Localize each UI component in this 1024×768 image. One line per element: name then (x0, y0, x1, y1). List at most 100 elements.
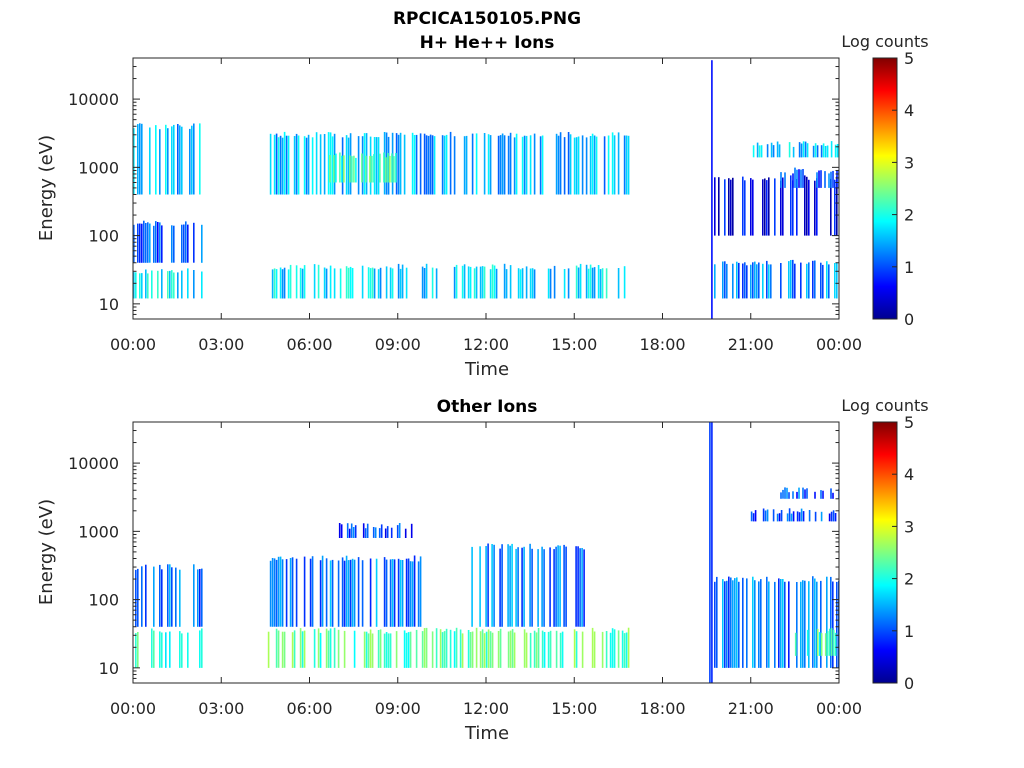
x-axis: 00:00 03:00 06:00 09:00 12:00 15:00 18:00 21:00… (110, 58, 862, 354)
spectrogram-cell (585, 264, 588, 299)
spectrogram-cell (333, 268, 336, 299)
spectrogram-cell (135, 272, 137, 299)
spectrogram-cell (399, 132, 402, 195)
spectrogram-cell (315, 132, 318, 195)
y-axis-label: Energy (eV) (36, 135, 57, 241)
colorbar: Log counts 0 1 2 3 4 5 (841, 396, 928, 693)
spectrogram-cell (828, 513, 831, 522)
spectrogram-cell (459, 629, 462, 668)
spectrogram-cell (555, 630, 558, 668)
spectrogram-cell (351, 558, 354, 627)
spectrogram-cell (764, 178, 766, 236)
spectrogram-cell (341, 557, 344, 627)
spectrogram-cell (423, 133, 426, 195)
spectrogram-cell (141, 223, 143, 263)
spectrogram-cell (814, 260, 816, 299)
spectrogram-cell (521, 547, 523, 627)
spectrogram-cell (627, 627, 630, 668)
spectrogram-cell (384, 528, 387, 538)
spectrogram-cell (603, 136, 606, 195)
spectrogram-cell (297, 135, 300, 195)
spectrogram-cell (303, 136, 306, 195)
spectrogram-cell (471, 631, 474, 668)
spectrogram-cell (772, 509, 775, 522)
spectrogram-cell (327, 132, 330, 195)
x-tick-label: 21:00 (728, 699, 774, 718)
spectrogram-cell (541, 630, 544, 668)
spectrogram-cell (589, 264, 592, 299)
spectrogram-cell (756, 142, 759, 158)
spectrogram-cell (804, 489, 806, 499)
spectrogram-cell (609, 632, 612, 668)
spectrogram-cell (396, 525, 399, 538)
x-tick-label: 03:00 (198, 699, 244, 718)
spectrogram-cell (331, 136, 334, 195)
spectrogram-cell (289, 558, 292, 627)
spectrogram-cell (491, 632, 494, 668)
spectrogram-cell (171, 567, 173, 627)
spectrogram-cell (812, 145, 815, 158)
spectrogram-cell (726, 580, 728, 668)
spectrogram-cell (778, 144, 781, 158)
spectrogram-cell (173, 225, 175, 263)
spectrogram-cell (802, 511, 805, 522)
spectrogram-cell (363, 133, 366, 195)
spectrogram-cell (319, 134, 322, 195)
spectrogram-cell (161, 569, 163, 627)
spectrogram-cell (404, 528, 407, 538)
spectrogram-cell (772, 145, 775, 158)
spectrogram-cell (711, 422, 713, 683)
spectrogram-cell (798, 512, 801, 522)
spectrogram-cell (583, 549, 585, 627)
spectrogram-cell (348, 528, 351, 538)
spectrogram-cell (599, 269, 602, 299)
spectrogram-cell (395, 153, 397, 183)
spectrogram-cell (742, 263, 744, 299)
spectrogram-cell (523, 629, 526, 668)
spectrogram-cell (627, 135, 630, 195)
x-tick-label: 18:00 (639, 335, 685, 354)
spectrogram-cell (611, 132, 614, 195)
spectrogram-cell (417, 561, 420, 627)
spectrogram-cell (730, 179, 732, 236)
spectrogram-cell (335, 153, 337, 183)
x-tick-label: 03:00 (198, 335, 244, 354)
spectrogram-cell (782, 489, 784, 499)
spectrogram-cell (814, 511, 817, 522)
spectrogram-cell (431, 135, 434, 195)
x-tick-label: 09:00 (375, 699, 421, 718)
spectrogram-cell (752, 513, 755, 522)
spectrogram-cell (269, 560, 272, 627)
spectrogram-cell (804, 175, 806, 236)
spectrogram-cell (623, 266, 626, 299)
spectrogram-cell (798, 487, 800, 499)
spectrogram-cell (537, 549, 539, 627)
spectrogram-cell (808, 510, 811, 522)
spectrogram-cell (197, 569, 199, 627)
spectrogram-cell (149, 127, 151, 195)
spectrogram-cell (509, 265, 512, 299)
spectrogram-cell (555, 546, 557, 627)
spectrogram-cell (341, 155, 343, 183)
spectrogram-cell (808, 179, 810, 236)
spectrogram-cell (479, 266, 482, 299)
spectrogram-cell (750, 264, 752, 299)
spectrogram-cell (479, 546, 481, 627)
spectrogram-cell (353, 559, 356, 627)
y-axis-label: Energy (eV) (36, 499, 57, 605)
spectrogram-cell (529, 268, 532, 299)
spectrogram-cell (333, 627, 336, 668)
spectrogram-cell (830, 178, 832, 236)
spectrogram-cell (443, 631, 446, 668)
spectrogram-cell (806, 488, 808, 499)
spectrogram-cell (515, 548, 517, 627)
spectrogram-cell (784, 487, 786, 499)
spectrogram-cell (319, 560, 322, 627)
spectrogram-cell (820, 580, 822, 668)
spectrogram-cell (283, 267, 286, 299)
spectrogram-cell (830, 141, 833, 158)
spectrogram-cell (389, 559, 392, 627)
y-tick-label: 10000 (68, 90, 119, 109)
spectrogram-cell (371, 155, 373, 183)
spectrogram-cell (409, 561, 412, 627)
